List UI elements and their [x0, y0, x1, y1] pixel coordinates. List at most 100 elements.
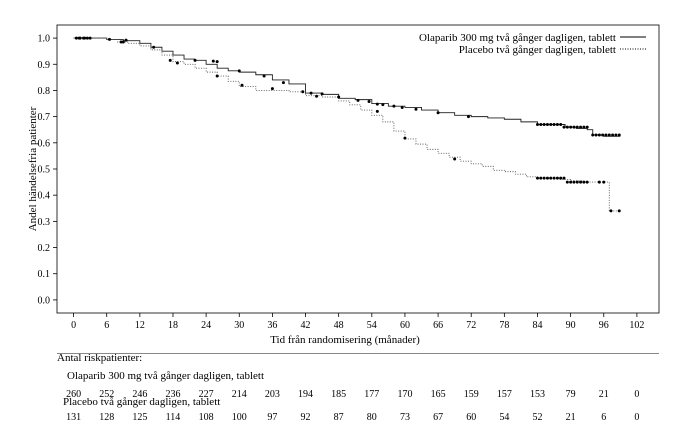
x-axis: 0 6 12 18 24 30 36 42 48 54 60 66 72 78 84 90 96 102 [71, 313, 644, 331]
x-tick-label: 24 [201, 320, 211, 331]
censor-mark-olaparib [555, 122, 559, 126]
risk-count-placebo: 100 [231, 412, 247, 423]
censor-mark-olaparib [414, 107, 418, 111]
risk-count-placebo: 0 [634, 412, 640, 423]
risk-count-olaparib: 0 [634, 389, 640, 400]
censor-mark-olaparib [565, 125, 569, 129]
y-axis: 0.0 0.1 0.2 0.3 0.4 0.5 0.6 0.7 0.8 0.9 1.0 [38, 34, 57, 306]
y-tick-label: 0.8 [38, 86, 51, 97]
censor-mark-olaparib [582, 125, 586, 129]
censor-mark-olaparib [281, 81, 285, 85]
censor-mark-olaparib [107, 37, 111, 41]
risk-count-olaparib: 236 [165, 389, 181, 400]
x-tick-label: 60 [400, 320, 410, 331]
risk-count-placebo: 128 [99, 412, 115, 423]
censor-mark-olaparib [579, 125, 583, 129]
censor-mark-olaparib [301, 90, 305, 94]
risk-count-olaparib: 170 [397, 389, 413, 400]
risk-count-olaparib: 79 [565, 389, 576, 400]
censor-mark-olaparib [545, 122, 549, 126]
censor-mark-placebo [121, 40, 125, 44]
y-tick-label: 1.0 [38, 34, 51, 45]
y-tick-label: 0.5 [38, 165, 51, 176]
y-tick-label: 0.7 [38, 112, 51, 123]
risk-count-placebo: 80 [366, 412, 377, 423]
censor-mark-olaparib [356, 98, 360, 102]
legend: Olaparib 300 mg två gånger dagligen, tab… [419, 32, 646, 56]
censor-mark-placebo [609, 209, 613, 213]
x-tick-label: 90 [566, 320, 576, 331]
risk-count-olaparib: 153 [529, 389, 545, 400]
censor-mark-olaparib [597, 133, 601, 137]
censor-mark-olaparib [552, 122, 556, 126]
censor-mark-placebo [572, 180, 576, 184]
risk-count-placebo: 108 [198, 412, 214, 423]
censor-mark-placebo [83, 36, 87, 40]
censor-mark-olaparib [381, 103, 385, 107]
x-tick-label: 42 [301, 320, 311, 331]
risk-count-placebo: 73 [399, 412, 410, 423]
x-tick-label: 102 [629, 320, 644, 331]
censor-mark-olaparib [466, 115, 470, 119]
y-tick-label: 0.6 [38, 138, 51, 149]
risk-count-olaparib: 21 [598, 389, 609, 400]
risk-count-placebo: 67 [433, 412, 444, 423]
y-axis-label: Andel händelsefria patienter [27, 106, 39, 231]
censor-mark-placebo [270, 87, 274, 91]
x-tick-label: 6 [104, 320, 109, 331]
risk-count-placebo: 97 [267, 412, 278, 423]
censor-mark-placebo [585, 180, 589, 184]
censor-mark-olaparib [85, 36, 89, 40]
censor-mark-placebo [617, 209, 621, 213]
risk-count-olaparib: 194 [298, 389, 314, 400]
censor-mark-olaparib [392, 104, 396, 108]
censor-mark-placebo [562, 176, 566, 180]
risk-count-placebo: 125 [132, 412, 148, 423]
censor-mark-placebo [215, 74, 219, 78]
y-tick-label: 0.1 [38, 269, 51, 280]
y-tick-label: 0.0 [38, 295, 51, 306]
risk-count-olaparib: 165 [430, 389, 446, 400]
x-axis-label: Tid från randomisering (månader) [270, 334, 420, 346]
censor-mark-placebo [77, 36, 81, 40]
censor-mark-olaparib [320, 92, 324, 96]
censor-mark-placebo [175, 61, 179, 65]
censor-mark-olaparib [124, 38, 128, 42]
censor-mark-olaparib [193, 58, 197, 62]
censor-mark-placebo [315, 94, 319, 98]
censor-mark-olaparib [400, 105, 404, 109]
censor-mark-placebo [539, 176, 543, 180]
censor-mark-olaparib [572, 125, 576, 129]
censor-mark-olaparib [604, 133, 608, 137]
censor-mark-olaparib [215, 60, 219, 64]
censor-mark-olaparib [549, 122, 553, 126]
censor-mark-olaparib [539, 122, 543, 126]
censor-mark-olaparib [542, 122, 546, 126]
censor-mark-placebo [559, 176, 563, 180]
censor-mark-olaparib [367, 99, 371, 103]
censor-mark-placebo [542, 176, 546, 180]
risk-count-olaparib: 260 [66, 389, 82, 400]
risk-count-olaparib: 159 [463, 389, 479, 400]
censor-mark-placebo [579, 180, 583, 184]
x-tick-label: 84 [532, 320, 542, 331]
censor-mark-placebo [535, 176, 539, 180]
censor-mark-olaparib [337, 95, 341, 99]
y-tick-label: 0.3 [38, 217, 51, 228]
censor-mark-olaparib [375, 102, 379, 106]
y-tick-label: 0.9 [38, 60, 51, 71]
risk-count-placebo: 114 [165, 412, 181, 423]
censor-mark-olaparib [601, 133, 605, 137]
censor-mark-olaparib [211, 59, 215, 63]
x-tick-label: 48 [334, 320, 344, 331]
censor-mark-placebo [88, 36, 92, 40]
y-tick-label: 0.2 [38, 243, 51, 254]
censor-mark-olaparib [262, 74, 266, 78]
censor-mark-olaparib [562, 125, 566, 129]
censor-mark-olaparib [585, 125, 589, 129]
x-tick-label: 30 [234, 320, 244, 331]
x-tick-label: 36 [267, 320, 277, 331]
x-tick-label: 12 [135, 320, 145, 331]
risk-count-placebo: 21 [565, 412, 576, 423]
censor-mark-placebo [552, 176, 556, 180]
